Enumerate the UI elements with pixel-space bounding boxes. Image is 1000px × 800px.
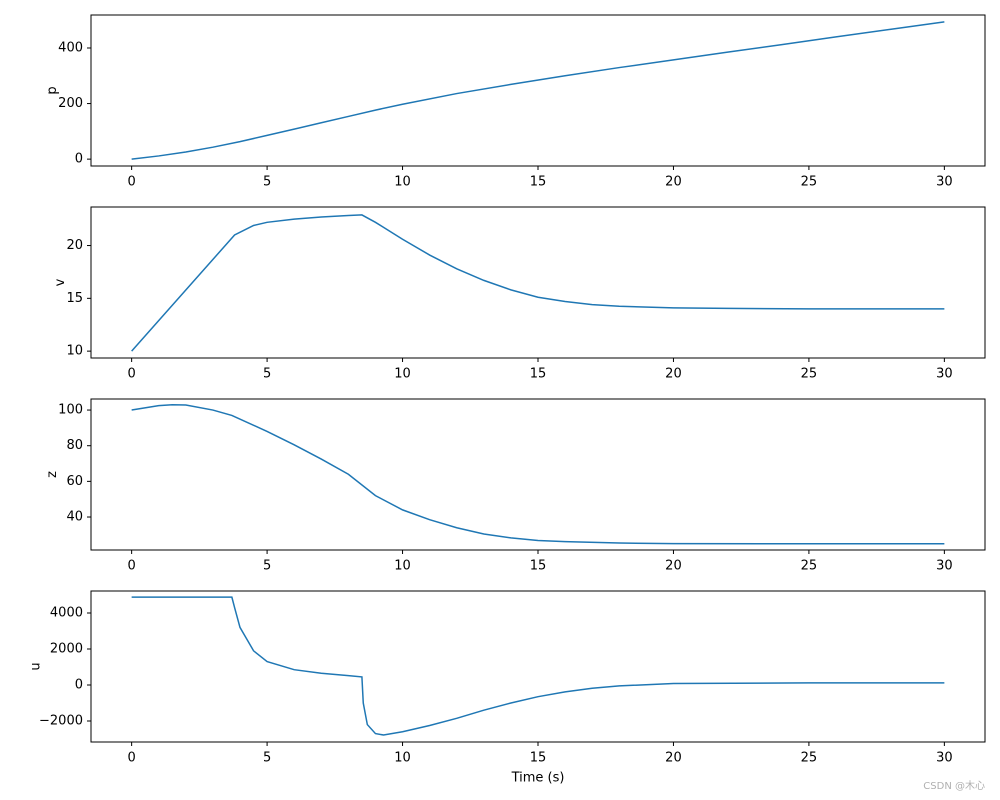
x-tick-label: 20 bbox=[665, 559, 682, 574]
x-tick-label: 10 bbox=[394, 367, 411, 382]
y-tick-label: 40 bbox=[66, 510, 83, 525]
data-line bbox=[131, 21, 945, 160]
y-tick-label: −2000 bbox=[39, 713, 83, 728]
y-tick-label: 60 bbox=[66, 474, 83, 489]
x-tick-label: 15 bbox=[530, 559, 547, 574]
x-tick-label: 5 bbox=[263, 559, 271, 574]
x-tick-label: 30 bbox=[936, 559, 953, 574]
y-tick-label: 100 bbox=[58, 403, 83, 418]
x-tick-label: 25 bbox=[801, 367, 818, 382]
x-tick-label: 30 bbox=[936, 367, 953, 382]
data-line bbox=[131, 596, 945, 736]
x-tick-label: 0 bbox=[127, 367, 135, 382]
watermark: CSDN @木心 bbox=[923, 780, 985, 792]
y-tick-label: 4000 bbox=[50, 605, 83, 620]
x-axis-label: Time (s) bbox=[511, 771, 565, 786]
y-tick-label: 200 bbox=[58, 96, 83, 111]
x-tick-label: 5 bbox=[263, 367, 271, 382]
x-tick-label: 20 bbox=[665, 175, 682, 190]
x-tick-label: 15 bbox=[530, 751, 547, 766]
y-tick-label: 400 bbox=[58, 40, 83, 55]
y-tick-label: 0 bbox=[75, 152, 83, 167]
data-line bbox=[131, 214, 945, 352]
y-tick-label: 15 bbox=[66, 291, 83, 306]
y-axis-label: v bbox=[53, 278, 68, 286]
x-tick-label: 15 bbox=[530, 367, 547, 382]
axes-frame bbox=[90, 590, 986, 743]
data-line bbox=[131, 403, 945, 545]
x-tick-label: 0 bbox=[127, 175, 135, 190]
y-tick-label: 20 bbox=[66, 238, 83, 253]
x-tick-label: 25 bbox=[801, 175, 818, 190]
x-tick-label: 20 bbox=[665, 751, 682, 766]
x-tick-label: 0 bbox=[127, 559, 135, 574]
x-tick-label: 15 bbox=[530, 175, 547, 190]
x-tick-label: 30 bbox=[936, 751, 953, 766]
y-tick-label: 10 bbox=[66, 344, 83, 359]
x-tick-label: 25 bbox=[801, 751, 818, 766]
y-axis-label: p bbox=[45, 86, 60, 94]
x-tick-label: 10 bbox=[394, 751, 411, 766]
y-tick-label: 0 bbox=[75, 677, 83, 692]
x-tick-label: 10 bbox=[394, 175, 411, 190]
x-tick-label: 30 bbox=[936, 175, 953, 190]
x-tick-label: 20 bbox=[665, 367, 682, 382]
y-axis-label: z bbox=[45, 471, 60, 478]
axes-frame bbox=[90, 14, 986, 167]
axes-frame bbox=[90, 398, 986, 551]
y-tick-label: 80 bbox=[66, 438, 83, 453]
y-axis-label: u bbox=[29, 662, 44, 670]
x-tick-label: 25 bbox=[801, 559, 818, 574]
x-tick-label: 5 bbox=[263, 751, 271, 766]
y-tick-label: 2000 bbox=[50, 641, 83, 656]
x-tick-label: 0 bbox=[127, 751, 135, 766]
axes-frame bbox=[90, 206, 986, 359]
x-tick-label: 10 bbox=[394, 559, 411, 574]
x-tick-label: 5 bbox=[263, 175, 271, 190]
